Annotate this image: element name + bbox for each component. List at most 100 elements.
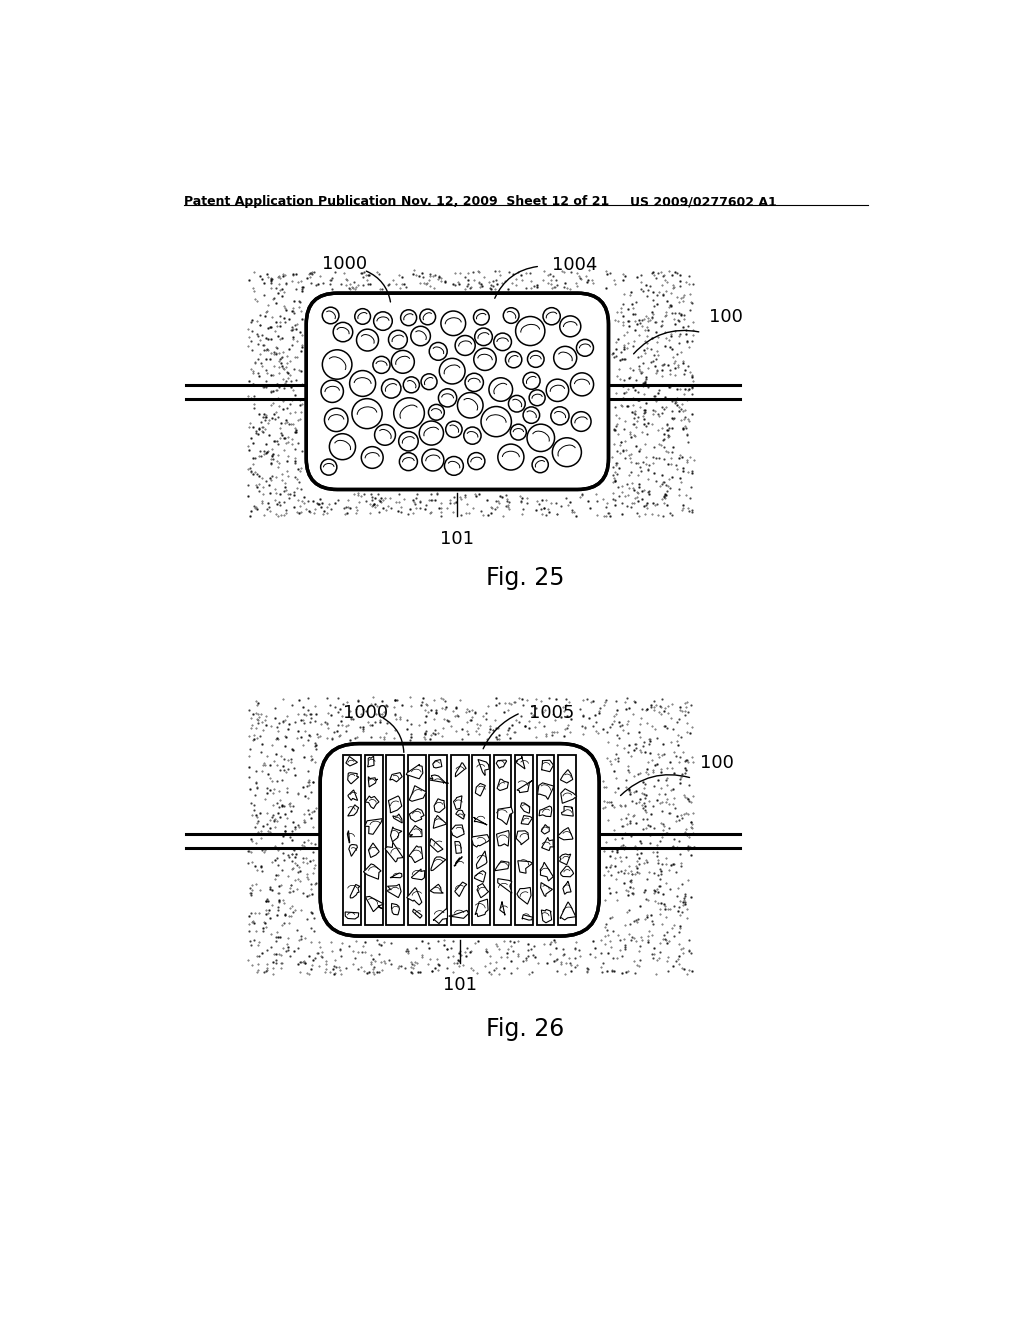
Bar bbox=[515, 755, 532, 924]
Circle shape bbox=[527, 351, 544, 367]
Circle shape bbox=[323, 308, 339, 323]
Polygon shape bbox=[495, 861, 509, 871]
Polygon shape bbox=[542, 837, 554, 850]
Circle shape bbox=[391, 350, 415, 374]
Circle shape bbox=[411, 326, 430, 346]
Text: 1000: 1000 bbox=[343, 704, 388, 722]
Polygon shape bbox=[500, 902, 505, 915]
Text: 100: 100 bbox=[710, 308, 743, 326]
Circle shape bbox=[375, 425, 395, 445]
Circle shape bbox=[438, 389, 457, 407]
Circle shape bbox=[474, 348, 497, 371]
Polygon shape bbox=[455, 882, 467, 896]
Bar bbox=[537, 755, 554, 924]
Text: Fig. 26: Fig. 26 bbox=[485, 1016, 564, 1041]
Polygon shape bbox=[478, 759, 489, 775]
Circle shape bbox=[373, 356, 390, 374]
Polygon shape bbox=[560, 866, 573, 876]
Polygon shape bbox=[345, 912, 358, 919]
Bar bbox=[343, 755, 361, 924]
Circle shape bbox=[322, 380, 343, 403]
Circle shape bbox=[552, 438, 582, 467]
Polygon shape bbox=[454, 857, 462, 866]
Circle shape bbox=[465, 374, 483, 392]
Polygon shape bbox=[413, 909, 422, 919]
Polygon shape bbox=[455, 841, 462, 853]
Bar bbox=[365, 755, 383, 924]
Polygon shape bbox=[517, 780, 532, 792]
Polygon shape bbox=[541, 883, 553, 896]
Polygon shape bbox=[391, 903, 399, 915]
Polygon shape bbox=[348, 772, 358, 784]
Polygon shape bbox=[430, 838, 443, 853]
Polygon shape bbox=[474, 871, 485, 882]
Circle shape bbox=[388, 330, 408, 348]
Polygon shape bbox=[368, 756, 374, 767]
Circle shape bbox=[420, 309, 435, 325]
Polygon shape bbox=[560, 770, 572, 783]
Polygon shape bbox=[516, 830, 528, 845]
Polygon shape bbox=[388, 796, 401, 813]
Bar bbox=[494, 755, 511, 924]
Polygon shape bbox=[365, 818, 383, 834]
Polygon shape bbox=[366, 896, 384, 912]
Circle shape bbox=[323, 350, 352, 379]
Polygon shape bbox=[497, 779, 508, 791]
Circle shape bbox=[333, 322, 352, 342]
Polygon shape bbox=[542, 909, 552, 923]
Circle shape bbox=[428, 404, 444, 420]
Polygon shape bbox=[369, 843, 379, 858]
Polygon shape bbox=[434, 799, 444, 812]
Text: 1000: 1000 bbox=[322, 255, 367, 273]
Text: 1005: 1005 bbox=[528, 704, 573, 722]
Circle shape bbox=[516, 317, 545, 346]
Polygon shape bbox=[541, 825, 549, 834]
Polygon shape bbox=[346, 756, 357, 766]
Circle shape bbox=[361, 446, 383, 469]
Polygon shape bbox=[517, 887, 531, 904]
Polygon shape bbox=[561, 789, 577, 804]
Circle shape bbox=[439, 358, 465, 384]
Polygon shape bbox=[407, 887, 422, 906]
Polygon shape bbox=[385, 842, 403, 862]
Polygon shape bbox=[563, 882, 571, 895]
Polygon shape bbox=[520, 803, 529, 813]
Polygon shape bbox=[477, 883, 488, 898]
Circle shape bbox=[421, 374, 437, 389]
Polygon shape bbox=[348, 789, 357, 800]
Circle shape bbox=[560, 315, 581, 337]
Circle shape bbox=[546, 379, 568, 401]
Polygon shape bbox=[475, 783, 485, 796]
Circle shape bbox=[422, 449, 443, 471]
Polygon shape bbox=[433, 759, 442, 768]
Polygon shape bbox=[412, 869, 425, 879]
Polygon shape bbox=[429, 775, 449, 783]
Polygon shape bbox=[475, 899, 488, 916]
Polygon shape bbox=[498, 879, 512, 894]
Polygon shape bbox=[542, 760, 554, 772]
Circle shape bbox=[455, 335, 475, 355]
Circle shape bbox=[349, 371, 376, 396]
Text: US 2009/0277602 A1: US 2009/0277602 A1 bbox=[630, 195, 777, 209]
Circle shape bbox=[570, 372, 594, 396]
Circle shape bbox=[321, 459, 337, 475]
Circle shape bbox=[398, 432, 418, 451]
Polygon shape bbox=[538, 783, 554, 800]
Circle shape bbox=[419, 421, 443, 445]
Circle shape bbox=[532, 457, 548, 473]
Bar bbox=[558, 755, 575, 924]
Circle shape bbox=[354, 309, 371, 325]
Polygon shape bbox=[449, 911, 469, 919]
Polygon shape bbox=[347, 830, 349, 843]
Circle shape bbox=[506, 351, 522, 368]
Polygon shape bbox=[433, 908, 447, 924]
Circle shape bbox=[529, 389, 545, 405]
Polygon shape bbox=[387, 884, 401, 898]
Text: Nov. 12, 2009  Sheet 12 of 21: Nov. 12, 2009 Sheet 12 of 21 bbox=[400, 195, 609, 209]
Circle shape bbox=[429, 342, 447, 360]
Circle shape bbox=[498, 444, 524, 470]
Polygon shape bbox=[518, 861, 532, 874]
Polygon shape bbox=[559, 854, 570, 865]
Circle shape bbox=[503, 308, 519, 323]
Polygon shape bbox=[390, 873, 402, 878]
